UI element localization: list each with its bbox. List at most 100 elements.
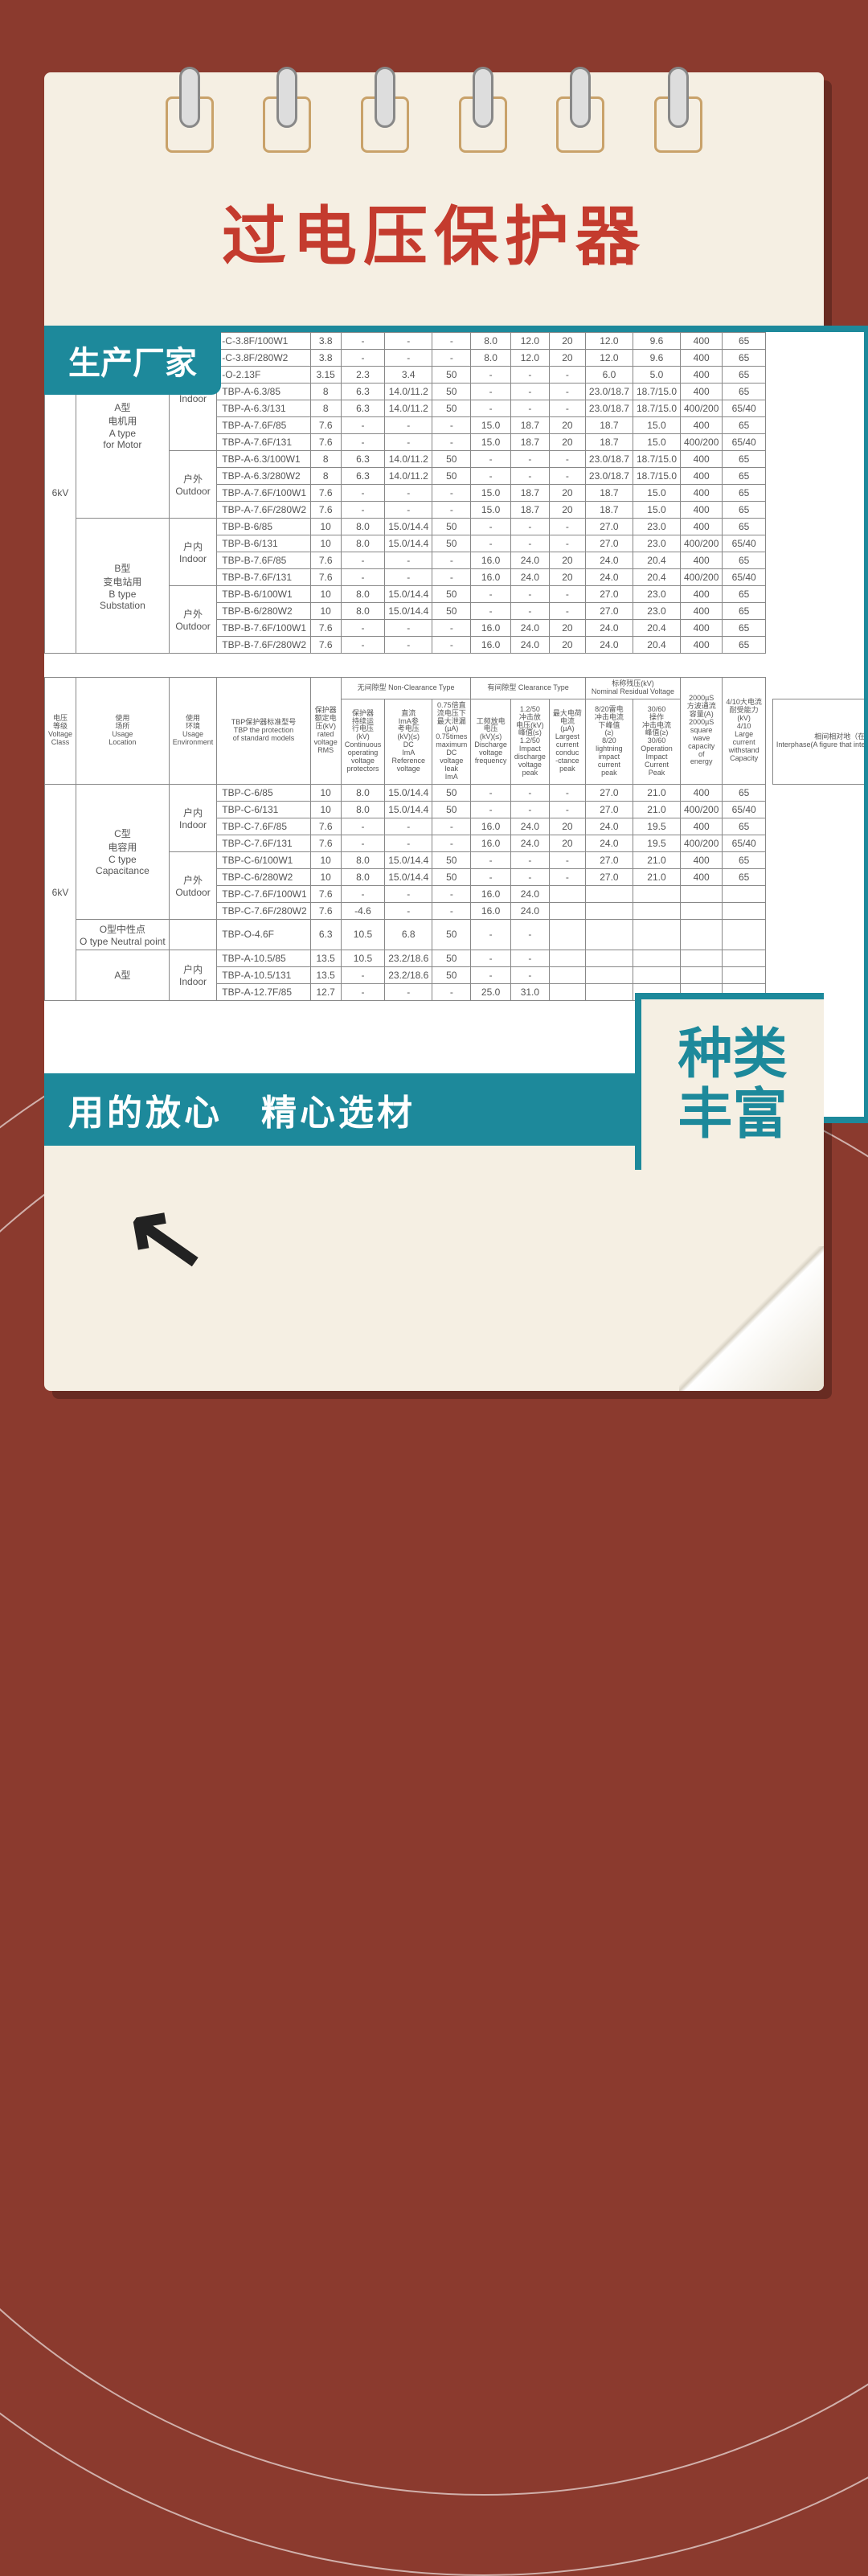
data-cell: 400 [681, 502, 723, 519]
data-cell: 27.0 [585, 519, 633, 535]
data-cell: 20.4 [633, 620, 680, 637]
notepad-binding [44, 72, 824, 153]
data-cell: 65 [723, 384, 766, 400]
data-cell: 65 [723, 417, 766, 434]
header-cell: 使用环境UsageEnvironment [169, 678, 217, 785]
data-cell: - [471, 603, 511, 620]
data-cell: 16.0 [471, 885, 511, 902]
data-cell: 20 [549, 333, 585, 350]
env-cell: 户内Indoor [169, 784, 217, 851]
spec-table: 6kVA型电机用A typefor Motor户内Indoor-C-3.8F/1… [44, 332, 868, 1001]
data-cell: 7.6 [310, 485, 341, 502]
model-cell: TBP-C-6/100W1 [217, 851, 310, 868]
env-cell: 户外Outdoor [169, 586, 217, 654]
data-cell: - [471, 468, 511, 485]
data-cell: 65 [723, 637, 766, 654]
data-cell [585, 919, 633, 950]
data-cell: 18.7/15.0 [633, 468, 680, 485]
data-cell: 65/40 [723, 835, 766, 851]
data-cell: 65 [723, 468, 766, 485]
data-cell: 65 [723, 851, 766, 868]
data-cell: 400 [681, 468, 723, 485]
data-cell: 23.0/18.7 [585, 468, 633, 485]
data-cell: - [510, 784, 549, 801]
data-cell: - [385, 983, 432, 1000]
model-cell: TBP-A-6.3/280W2 [217, 468, 310, 485]
data-cell: - [471, 586, 511, 603]
model-cell: TBP-B-7.6F/280W2 [217, 637, 310, 654]
header-cell: 4/10大电流耐受能力(kV)4/10Largecurrentwithstand… [723, 678, 766, 785]
data-cell: - [471, 367, 511, 384]
type-cell: O型中性点O type Neutral point [76, 919, 170, 950]
data-cell: 27.0 [585, 603, 633, 620]
data-cell: 18.7 [510, 434, 549, 451]
model-cell: TBP-A-10.5/85 [217, 950, 310, 966]
model-cell: TBP-A-10.5/131 [217, 966, 310, 983]
data-cell: 15.0 [633, 417, 680, 434]
data-cell: - [385, 885, 432, 902]
data-cell [681, 919, 723, 950]
data-cell: 12.0 [510, 350, 549, 367]
header-span: 无间隙型 Non-Clearance Type [341, 678, 471, 699]
data-cell: - [432, 417, 471, 434]
data-cell: 65 [723, 333, 766, 350]
data-cell: 18.7 [510, 502, 549, 519]
data-cell: 8.0 [341, 519, 385, 535]
header-cell: 保护器额定电压(kV)ratedvoltageRMS [310, 678, 341, 785]
env-cell [169, 919, 217, 950]
data-cell: 20.4 [633, 569, 680, 586]
data-cell: - [432, 637, 471, 654]
data-cell [633, 919, 680, 950]
data-cell: - [471, 966, 511, 983]
data-cell: 400 [681, 620, 723, 637]
data-cell: 15.0 [633, 434, 680, 451]
data-cell: - [510, 468, 549, 485]
model-cell: -O-2.13F [217, 367, 310, 384]
data-cell: 23.0 [633, 603, 680, 620]
header-cell: 保护器持续运行电压(kV)Continuousoperatingvoltagep… [341, 699, 385, 784]
data-cell: 23.0/18.7 [585, 384, 633, 400]
header-cell: 直流ImA参考电压(kV)(≤)DCImAReferencevoltage [385, 699, 432, 784]
data-cell: 400 [681, 417, 723, 434]
data-cell: 16.0 [471, 552, 511, 569]
data-cell: 15.0/14.4 [385, 586, 432, 603]
model-cell: TBP-C-7.6F/280W2 [217, 902, 310, 919]
data-cell: 21.0 [633, 851, 680, 868]
data-cell: 50 [432, 586, 471, 603]
data-cell: 8 [310, 400, 341, 417]
data-cell: - [510, 367, 549, 384]
data-cell [585, 983, 633, 1000]
data-cell: 14.0/11.2 [385, 384, 432, 400]
data-cell: 20 [549, 818, 585, 835]
model-cell: TBP-A-6.3/131 [217, 400, 310, 417]
data-cell: - [341, 983, 385, 1000]
data-cell: 50 [432, 519, 471, 535]
data-cell: 400/200 [681, 801, 723, 818]
data-cell: 27.0 [585, 784, 633, 801]
page-title: 过电压保护器 [44, 185, 824, 278]
data-cell: - [471, 784, 511, 801]
data-cell [681, 950, 723, 966]
data-cell: 400 [681, 586, 723, 603]
data-cell: - [549, 868, 585, 885]
data-cell: 25.0 [471, 983, 511, 1000]
data-cell [549, 983, 585, 1000]
data-cell: 24.0 [585, 620, 633, 637]
data-cell: 50 [432, 468, 471, 485]
data-cell: 15.0/14.4 [385, 868, 432, 885]
model-cell: TBP-A-6.3/100W1 [217, 451, 310, 468]
data-cell: 12.0 [585, 350, 633, 367]
data-cell: - [510, 950, 549, 966]
data-cell: 400 [681, 333, 723, 350]
data-cell: 18.7/15.0 [633, 400, 680, 417]
header-cell: 30/60操作冲击电流峰值(≥)30/60OperationImpactCurr… [633, 699, 680, 784]
data-cell: 20 [549, 620, 585, 637]
data-cell: - [549, 535, 585, 552]
data-cell: 7.6 [310, 620, 341, 637]
data-cell: 3.15 [310, 367, 341, 384]
data-cell: 13.5 [310, 950, 341, 966]
data-cell: 9.6 [633, 350, 680, 367]
data-cell: 27.0 [585, 851, 633, 868]
data-cell: 8.0 [341, 851, 385, 868]
data-cell: 65/40 [723, 569, 766, 586]
